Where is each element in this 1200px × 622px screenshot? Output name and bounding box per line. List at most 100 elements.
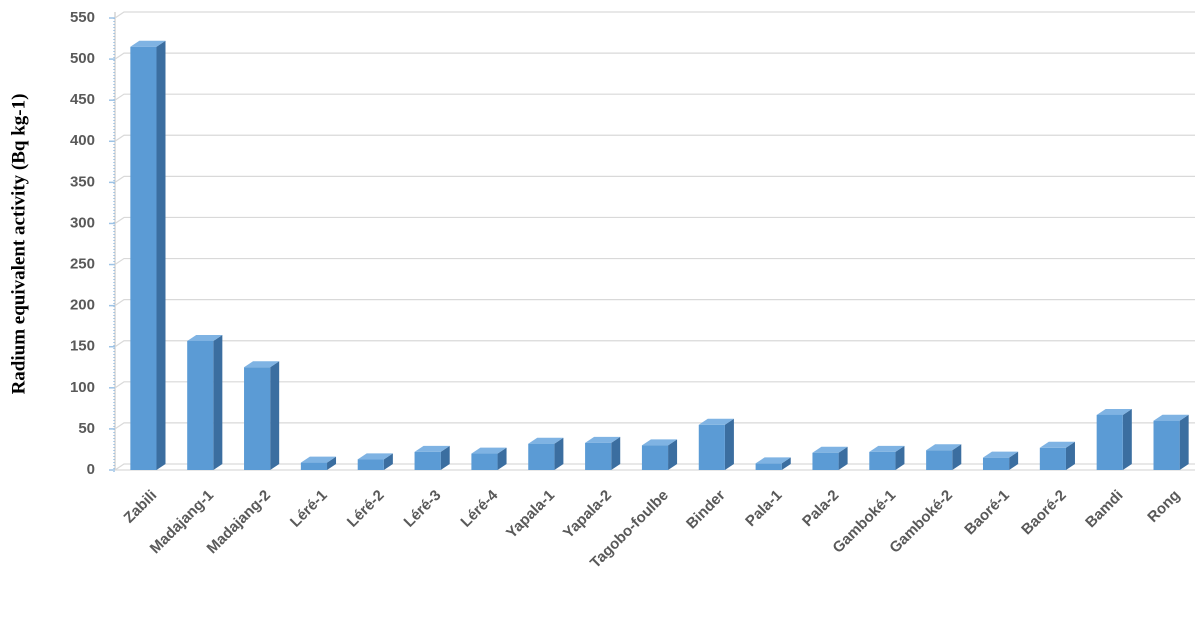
bar	[641, 439, 678, 470]
bar-front	[244, 367, 271, 470]
bar-top	[1153, 414, 1189, 421]
bar-front	[414, 451, 441, 470]
bar-front	[585, 442, 612, 470]
bar	[1153, 414, 1189, 470]
x-tick-label: Bamdi	[1082, 487, 1126, 531]
bar-front	[130, 46, 157, 470]
bar-top	[244, 361, 280, 368]
y-tick-label: 0	[87, 461, 95, 478]
bar	[471, 447, 507, 470]
grid-line	[114, 381, 1195, 389]
bar-top	[755, 457, 791, 464]
x-tick-label: Rong	[1144, 487, 1183, 526]
y-tick-label: 450	[70, 91, 95, 108]
bar-top	[471, 447, 507, 454]
bar-top	[869, 445, 905, 452]
bar	[755, 457, 791, 470]
y-axis-label: Radium equivalent activity (Bq kg-1)	[8, 94, 29, 395]
x-tick-label: Léré-3	[401, 487, 445, 531]
y-tick-label: 550	[70, 9, 95, 26]
y-tick-label: 200	[70, 297, 95, 314]
bar	[1096, 408, 1132, 470]
bar-side	[270, 361, 280, 470]
x-tick-label: Léré-4	[457, 486, 501, 530]
bar-front	[471, 453, 498, 470]
bar-top	[812, 446, 848, 453]
bar-side	[838, 446, 848, 470]
bar-front	[982, 457, 1010, 470]
bar-side	[895, 445, 905, 470]
bar-top	[641, 439, 678, 446]
bar-side	[1179, 414, 1189, 470]
x-tick-label: Pala-1	[742, 487, 785, 530]
bar-front	[1153, 420, 1180, 470]
bar-side	[952, 444, 962, 470]
grid-line	[114, 299, 1195, 307]
bar-top	[300, 456, 337, 463]
y-tick-label: 100	[70, 379, 95, 396]
bar-front	[869, 451, 896, 470]
bar-side	[156, 40, 166, 470]
bar-side	[440, 445, 450, 470]
y-tick-label: 150	[70, 338, 95, 355]
bar	[130, 40, 166, 470]
bar-front	[812, 452, 839, 470]
grid-line	[114, 11, 1195, 19]
bar-side	[383, 453, 393, 470]
grid-line	[114, 93, 1195, 101]
y-tick-label: 500	[70, 50, 95, 67]
grid-line	[114, 216, 1195, 224]
bar	[357, 453, 393, 470]
bar-side	[668, 439, 678, 470]
bar-top	[585, 436, 621, 443]
bar	[244, 361, 280, 470]
grid-line	[114, 52, 1195, 60]
bar-front	[755, 463, 782, 470]
grid-line	[114, 340, 1195, 348]
bar-top	[698, 418, 734, 425]
bar-side	[724, 418, 734, 470]
bar	[187, 334, 223, 470]
bar	[414, 445, 450, 470]
y-tick-label: 350	[70, 173, 95, 190]
bar-side	[497, 447, 507, 470]
bar-side	[781, 457, 791, 470]
x-tick-label: Pala-2	[799, 487, 842, 530]
bar-top	[1096, 408, 1132, 415]
bar-side	[1065, 441, 1075, 470]
x-tick-label: Baoré-1	[961, 487, 1013, 539]
bar-front	[1039, 447, 1066, 470]
x-tick-label: Zabili	[121, 487, 161, 527]
bar-top	[187, 334, 223, 341]
bar	[300, 456, 337, 470]
y-tick-label: 300	[70, 214, 95, 231]
bar-top	[528, 437, 564, 444]
y-tick-label: 50	[78, 420, 95, 437]
bar-front	[187, 340, 214, 470]
bar	[698, 418, 734, 470]
x-tick-label: Léré-1	[287, 487, 331, 531]
grid-line	[114, 175, 1195, 183]
bar-side	[554, 437, 564, 470]
bar	[812, 446, 848, 470]
bar-top	[926, 444, 962, 451]
bar-side	[213, 334, 223, 470]
x-tick-label: Yapala-1	[503, 487, 558, 542]
bar-top	[982, 451, 1019, 458]
bar-front	[528, 443, 555, 470]
x-tick-label: Baoré-2	[1018, 487, 1070, 539]
bar-front	[357, 459, 384, 470]
bar	[585, 436, 621, 470]
grid-line	[114, 134, 1195, 142]
bar-front	[926, 450, 953, 470]
bar	[869, 445, 905, 470]
bar-side	[1009, 451, 1019, 470]
bar-front	[698, 424, 725, 470]
bar	[1039, 441, 1075, 470]
x-tick-label: Yapala-2	[560, 487, 615, 542]
x-tick-label: Léré-2	[344, 487, 388, 531]
bar-side	[611, 436, 621, 470]
bar	[926, 444, 962, 470]
y-tick-label: 250	[70, 256, 95, 273]
